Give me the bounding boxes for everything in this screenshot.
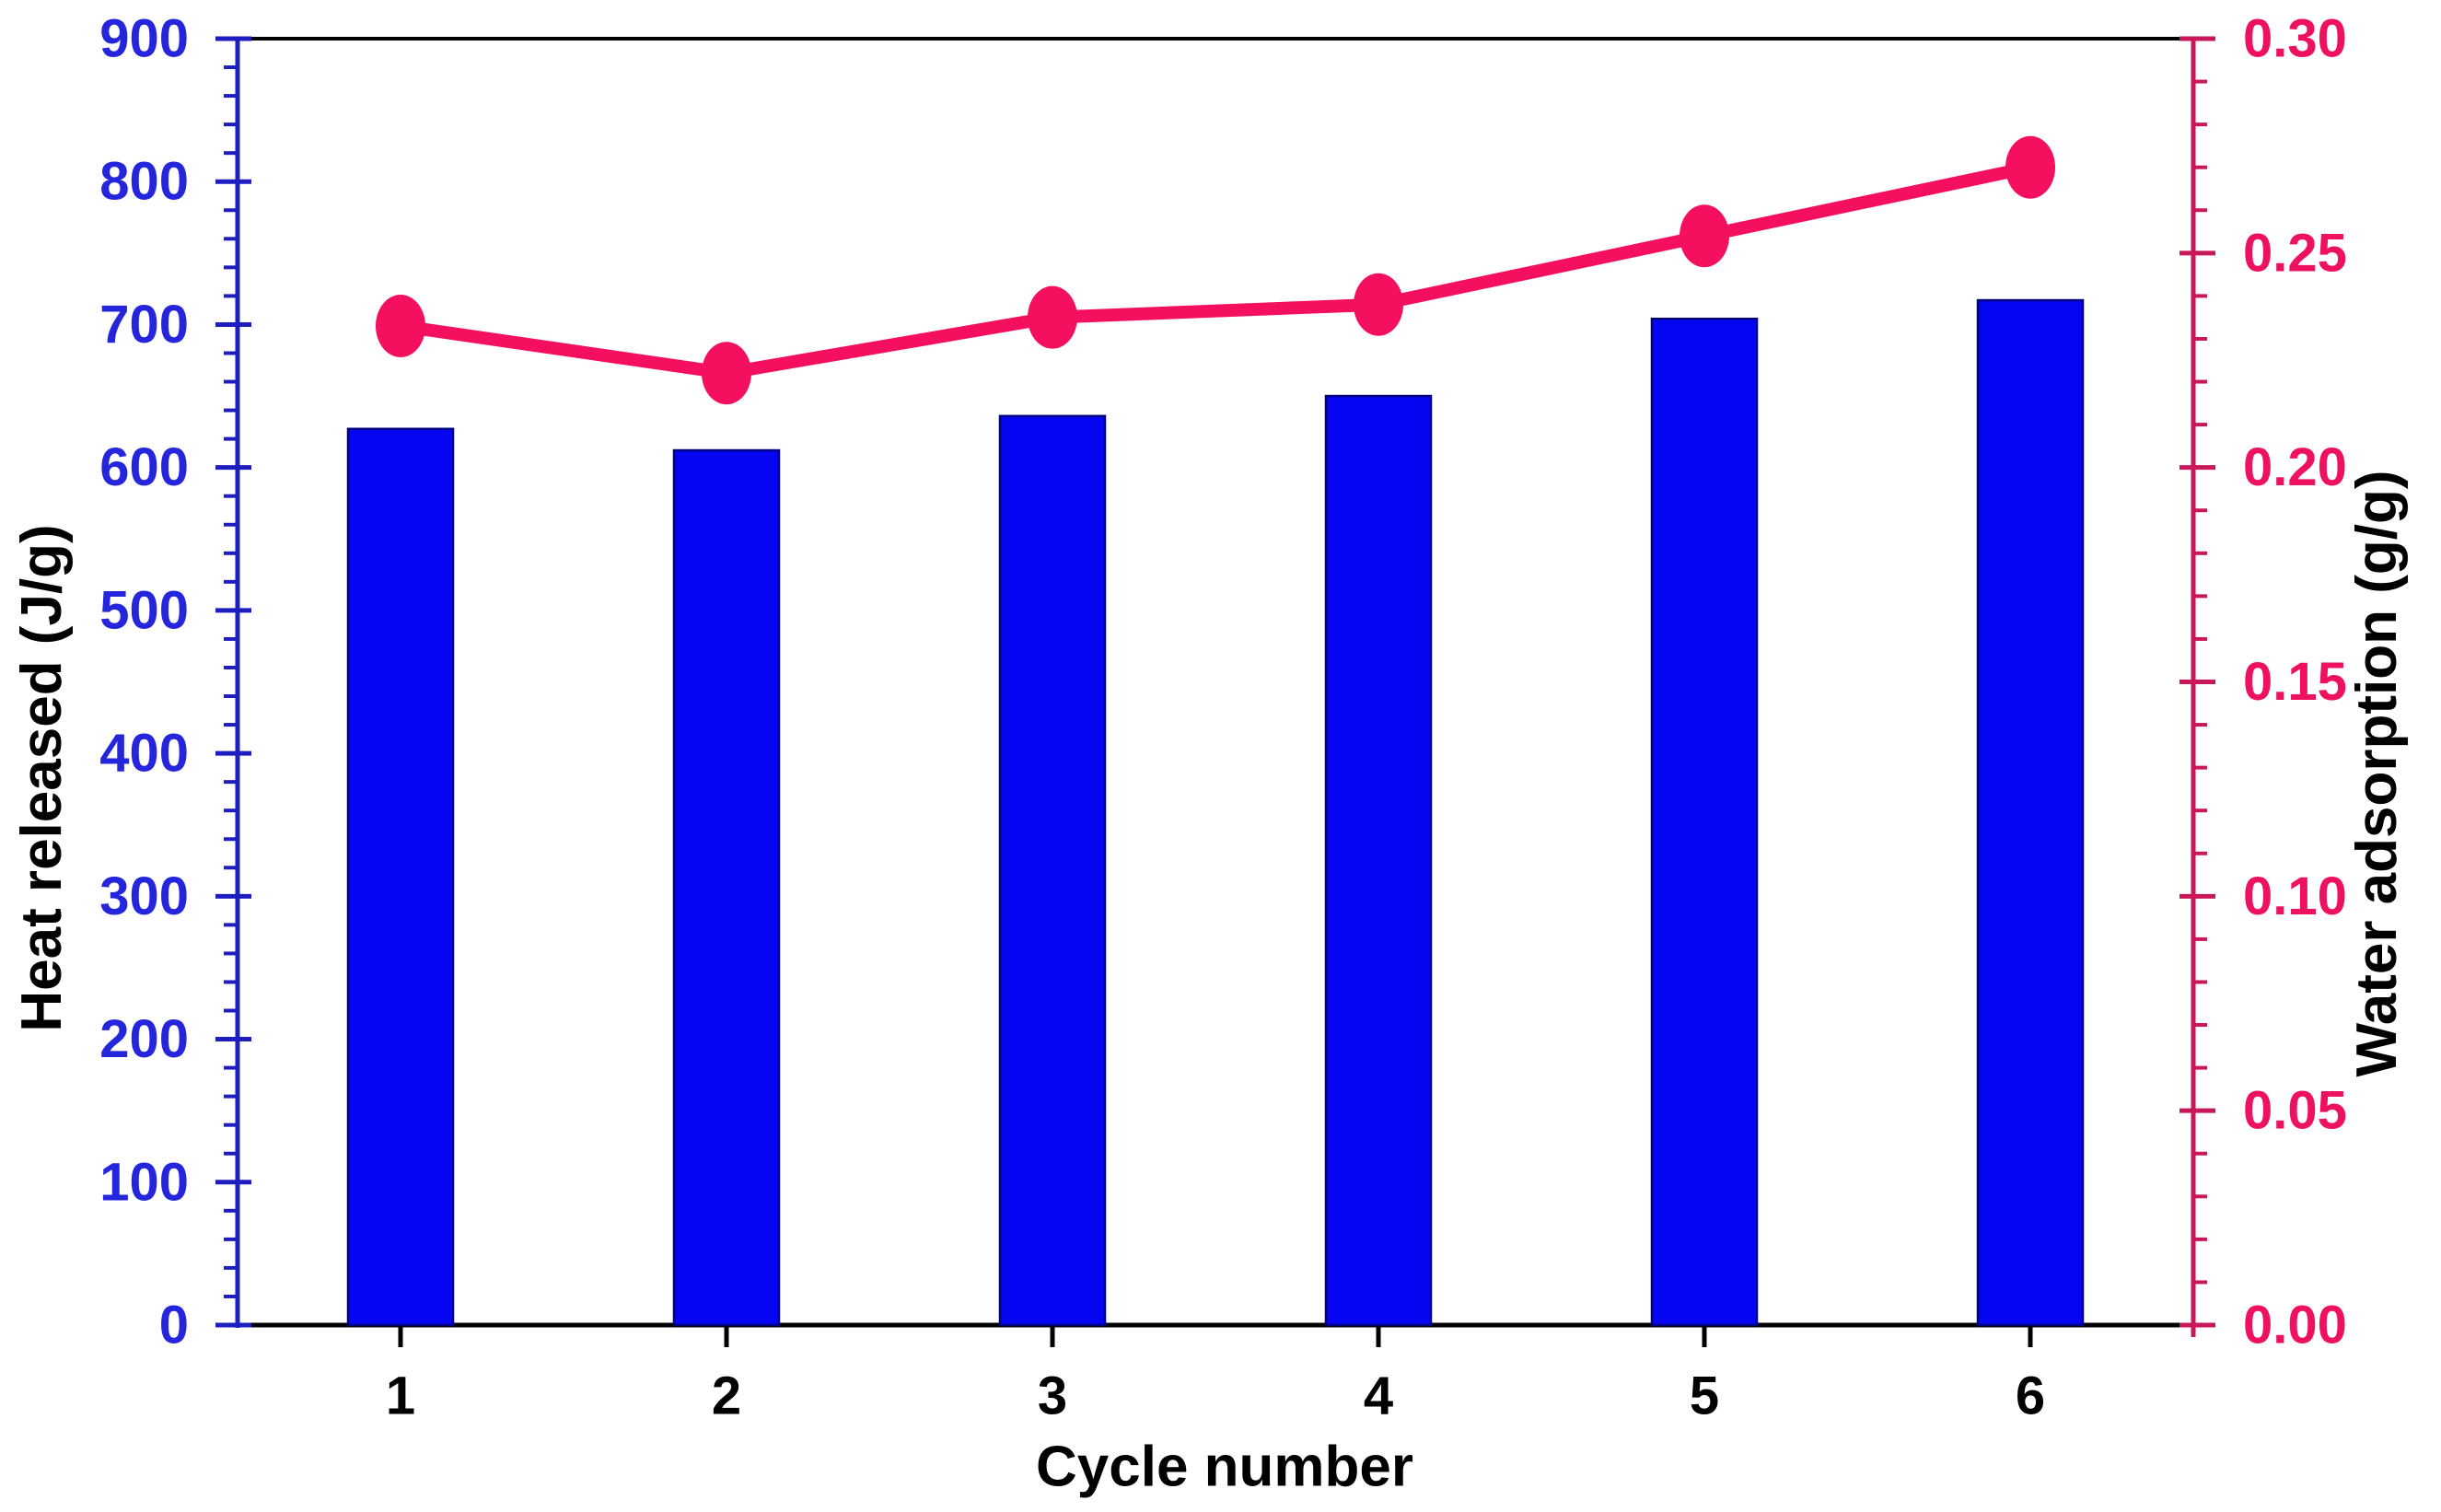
left-tick-label: 100	[99, 1152, 189, 1212]
right-axis-title: Water adsorption (g/g)	[2345, 471, 2409, 1077]
line-marker	[1354, 273, 1403, 336]
right-tick-label: 0.25	[2243, 223, 2347, 283]
left-tick-label: 800	[99, 152, 189, 212]
line-marker	[2005, 135, 2055, 199]
x-tick-label: 3	[1038, 1367, 1067, 1426]
x-tick-label: 2	[712, 1367, 741, 1426]
line-marker	[702, 342, 751, 405]
right-tick-label: 0.20	[2243, 437, 2347, 497]
x-axis-tick-labels: 1 2 3 4 5 6	[386, 1367, 2045, 1426]
plot-frame	[235, 37, 2196, 1337]
x-tick-label: 1	[386, 1367, 415, 1426]
left-tick-label: 600	[99, 437, 189, 497]
right-axis-tick-labels: 0.00 0.05 0.10 0.15 0.20 0.25 0.30	[2243, 9, 2347, 1355]
right-axis-ticks	[2179, 36, 2215, 1328]
line-marker	[1680, 204, 1729, 268]
left-tick-label: 700	[99, 295, 189, 355]
bar	[998, 414, 1107, 1327]
x-tick-label: 4	[1364, 1367, 1393, 1426]
right-tick-label: 0.00	[2243, 1296, 2347, 1355]
left-tick-label: 200	[99, 1009, 189, 1069]
right-tick-label: 0.15	[2243, 652, 2347, 712]
heat-released-bars	[346, 298, 2085, 1327]
right-tick-label: 0.10	[2243, 866, 2347, 926]
bar	[1650, 317, 1759, 1327]
left-tick-label: 400	[99, 724, 189, 784]
x-axis-ticks	[398, 1325, 2033, 1347]
bar	[1976, 298, 2085, 1327]
left-axis-tick-labels: 0 100 200 300 400 500 600 700 800 900	[99, 9, 189, 1355]
bar	[346, 427, 455, 1327]
x-tick-label: 5	[1690, 1367, 1719, 1426]
bar	[672, 448, 781, 1327]
line-path	[394, 160, 2037, 380]
water-adsorption-line	[376, 135, 2055, 405]
line-marker	[1028, 285, 1077, 349]
x-axis-title: Cycle number	[1036, 1436, 1413, 1499]
x-tick-label: 6	[2016, 1367, 2045, 1426]
bar	[1324, 394, 1433, 1327]
left-axis-title: Heat released (J/g)	[10, 524, 74, 1031]
right-tick-label: 0.05	[2243, 1081, 2347, 1141]
line-marker	[376, 294, 425, 357]
left-tick-label: 500	[99, 580, 189, 640]
left-tick-label: 900	[99, 9, 189, 69]
left-tick-label: 300	[99, 866, 189, 926]
left-axis-ticks	[215, 36, 251, 1328]
left-tick-label: 0	[159, 1296, 189, 1355]
right-tick-label: 0.30	[2243, 9, 2347, 69]
